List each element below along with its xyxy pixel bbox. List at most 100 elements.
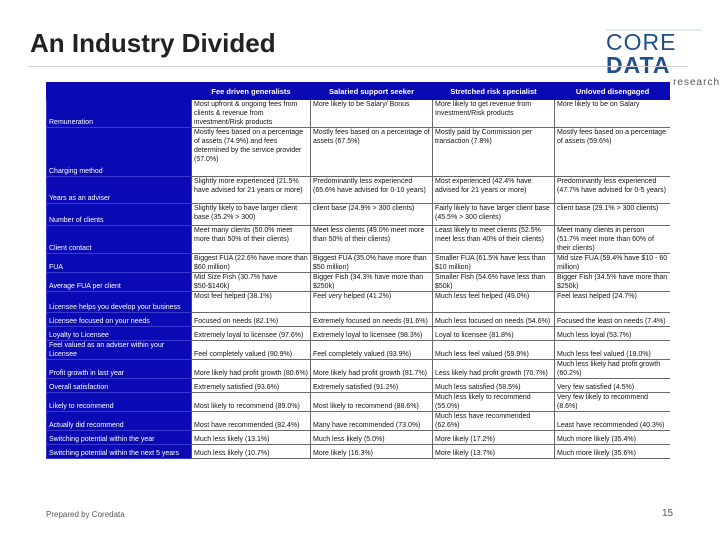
header-salaried-support-seeker: Salaried support seeker — [310, 82, 433, 100]
table-cell: Least have recommended (40.3%) — [554, 411, 670, 431]
table-row: Remuneration Most upfront & ongoing fees … — [46, 99, 670, 128]
header-corner — [46, 82, 192, 100]
table-cell: Much less satisfied (58.5%) — [432, 378, 555, 393]
table-cell: Much more likely (35.6%) — [554, 444, 670, 459]
row-label: Likely to recommend — [46, 392, 192, 412]
logo-subtitle: research — [673, 77, 720, 88]
table-cell: Extremely loyal to licensee (97.6%) — [191, 326, 311, 341]
table-cell: Biggest FUA (35.0% have more than $50 mi… — [310, 253, 433, 273]
table-cell: Slightly more experienced (21.5% have ad… — [191, 176, 311, 204]
table-row: FUA Biggest FUA (22.6% have more than $60… — [46, 253, 670, 273]
table-cell: Extremely satisfied (93.6%) — [191, 378, 311, 393]
table-cell: Smaller Fish (54.6% have less than $50k) — [432, 272, 555, 292]
table-row: Charging method Mostly fees based on a pe… — [46, 127, 670, 177]
table-cell: Loyal to licensee (81.8%) — [432, 326, 555, 341]
table-row: Likely to recommend Most likely to recomm… — [46, 392, 670, 412]
row-label: Years as an adviser — [46, 176, 192, 204]
table-row: Licensee helps you develop your business… — [46, 291, 670, 313]
table-cell: Less likely had profit growth (70.7%) — [432, 359, 555, 379]
table-row: Average FUA per client Mid Size Fish (30.… — [46, 272, 670, 292]
row-label: Number of clients — [46, 203, 192, 226]
row-label: Average FUA per client — [46, 272, 192, 292]
table-cell: Feel completely valued (90.9%) — [191, 340, 311, 360]
table-cell: Mostly fees based on a percentage of ass… — [191, 127, 311, 177]
table-header-row: Fee driven generalists Salaried support … — [46, 82, 670, 100]
table-cell: Feel completely valued (93.9%) — [310, 340, 433, 360]
table-cell: More likely to be on Salary — [554, 99, 670, 128]
table-row: Switching potential within the next 5 ye… — [46, 444, 670, 459]
table-row: Overall satisfaction Extremely satisfied … — [46, 378, 670, 393]
table-cell: Mostly fees based on a percentage of ass… — [554, 127, 670, 177]
table-cell: Most feel helped (38.1%) — [191, 291, 311, 313]
table-cell: Focused the least on needs (7.4%) — [554, 312, 670, 327]
row-label: Remuneration — [46, 99, 192, 128]
header-unloved-disengaged: Unloved disengaged — [554, 82, 670, 100]
table-cell: Mid Size Fish (30.7% have $50-$140k) — [191, 272, 311, 292]
table-cell: Much less likely (5.0%) — [310, 430, 433, 445]
table-cell: Focused on needs (82.1%) — [191, 312, 311, 327]
table-cell: More likely to be Salary/ Bonus — [310, 99, 433, 128]
row-label: Profit growth in last year — [46, 359, 192, 379]
table-cell: Predominantly less experienced (65.6% ha… — [310, 176, 433, 204]
table-cell: Much less likely had profit growth (60.2… — [554, 359, 670, 379]
row-label: Overall satisfaction — [46, 378, 192, 393]
table-row: Actually did recommend Most have recommen… — [46, 411, 670, 431]
logo-wordmark: CORE DATA — [606, 31, 720, 77]
table-row: Client contact Meet many clients (50.0% m… — [46, 225, 670, 254]
table-cell: Mostly fees based on a percentage of ass… — [310, 127, 433, 177]
table-cell: Feel very helped (41.2%) — [310, 291, 433, 313]
footer-prepared-by: Prepared by Coredata — [46, 510, 125, 519]
row-label: Actually did recommend — [46, 411, 192, 431]
table-cell: Much less likely (10.7%) — [191, 444, 311, 459]
table-body: Remuneration Most upfront & ongoing fees … — [46, 99, 670, 459]
table-cell: Much less likely to recommend (55.0%) — [432, 392, 555, 412]
header-stretched-risk-specialist: Stretched risk specialist — [432, 82, 555, 100]
table-cell: More likely (13.7%) — [432, 444, 555, 459]
logo-word-data: DATA — [606, 52, 671, 78]
table-row: Loyalty to Licensee Extremely loyal to li… — [46, 326, 670, 341]
logo-accent-bar — [606, 29, 702, 31]
table-cell: Extremely focused on needs (91.6%) — [310, 312, 433, 327]
row-label: Loyalty to Licensee — [46, 326, 192, 341]
table-cell: More likely (16.3%) — [310, 444, 433, 459]
table-cell: Much less likely (13.1%) — [191, 430, 311, 445]
table-cell: More likely had profit growth (81.7%) — [310, 359, 433, 379]
table-cell: Much less loyal (53.7%) — [554, 326, 670, 341]
table-cell: Much less feel valued (59.9%) — [432, 340, 555, 360]
table-row: Switching potential within the year Much … — [46, 430, 670, 445]
table-cell: Much less focused on needs (54.6%) — [432, 312, 555, 327]
table-cell: Predominantly less experienced (47.7% ha… — [554, 176, 670, 204]
table-cell: Much less feel valued (19.0%) — [554, 340, 670, 360]
table-row: Number of clients Slightly likely to have… — [46, 203, 670, 226]
row-label: Licensee helps you develop your business — [46, 291, 192, 313]
table-cell: Meet many clients (50.0% meet more than … — [191, 225, 311, 254]
row-label: FUA — [46, 253, 192, 273]
table-cell: Fairly likely to have larger client base… — [432, 203, 555, 226]
row-label: Licensee focused on your needs — [46, 312, 192, 327]
table-cell: Meet less clients (49.0% meet more than … — [310, 225, 433, 254]
table-cell: Biggest FUA (22.6% have more than $60 mi… — [191, 253, 311, 273]
table-cell: client base (24.9% > 300 clients) — [310, 203, 433, 226]
table-cell: Extremely satisfied (91.2%) — [310, 378, 433, 393]
table-cell: Meet many clients in person (51.7% meet … — [554, 225, 670, 254]
table-cell: Most likely to recommend (89.0%) — [191, 392, 311, 412]
table-row: Years as an adviser Slightly more experie… — [46, 176, 670, 204]
table-cell: Bigger Fish (34.3% have more than $250k) — [310, 272, 433, 292]
table-cell: Slightly likely to have larger client ba… — [191, 203, 311, 226]
table-cell: Much less have recommended (62.6%) — [432, 411, 555, 431]
table-cell: Very few likely to recommend (8.6%) — [554, 392, 670, 412]
title-divider — [28, 66, 688, 67]
table-cell: Feel least helped (24.7%) — [554, 291, 670, 313]
table-cell: Very few satisfied (4.5%) — [554, 378, 670, 393]
table-cell: client base (29.1% > 300 clients) — [554, 203, 670, 226]
table-cell: Much less feel helped (49.0%) — [432, 291, 555, 313]
table-cell: Much more likely (35.4%) — [554, 430, 670, 445]
table-row: Feel valued as an adviser within your Li… — [46, 340, 670, 360]
table-row: Profit growth in last year More likely ha… — [46, 359, 670, 379]
table-cell: Bigger Fish (34.5% have more than $250k) — [554, 272, 670, 292]
table-cell: Most likely to recommend (88.6%) — [310, 392, 433, 412]
row-label: Client contact — [46, 225, 192, 254]
slide-title: An Industry Divided — [30, 28, 276, 58]
header-fee-driven-generalists: Fee driven generalists — [191, 82, 311, 100]
table-cell: Most have recommended (82.4%) — [191, 411, 311, 431]
